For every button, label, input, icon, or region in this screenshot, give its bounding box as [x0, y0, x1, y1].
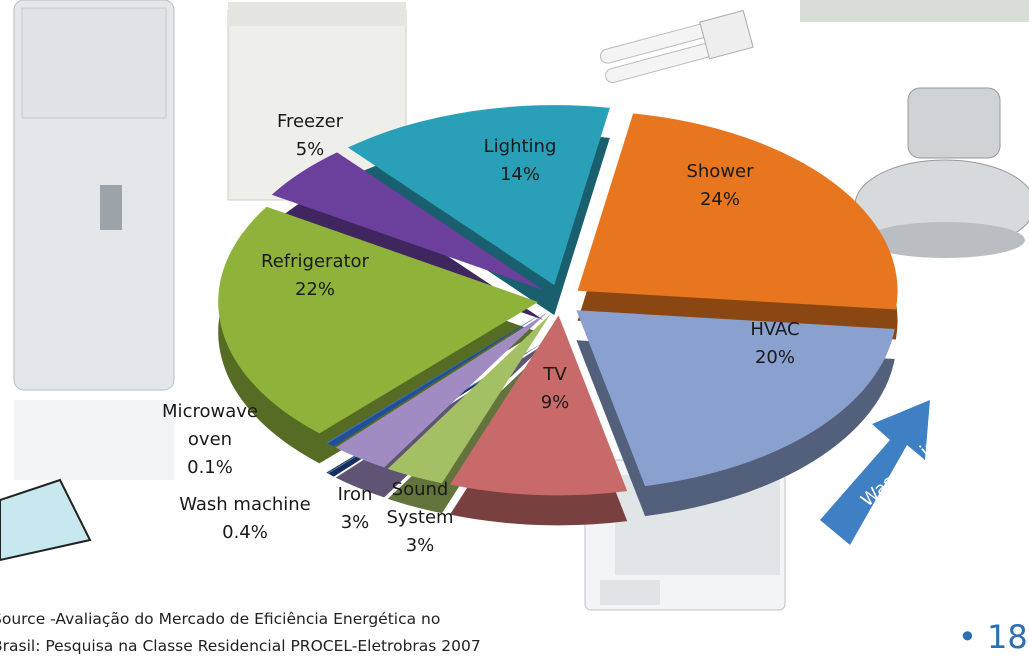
- slice-label: Wash machine 0.4%: [150, 491, 340, 547]
- source-line: Source -Avaliação do Mercado de Eficiênc…: [0, 610, 441, 628]
- value-label: 0.4%: [222, 522, 268, 543]
- value-label: 5%: [295, 139, 325, 160]
- slice-label: Sound System 3%: [375, 476, 465, 560]
- slice-label: Shower 24%: [660, 158, 780, 214]
- slice: [335, 312, 548, 468]
- slice: [449, 315, 628, 496]
- value-label: 3%: [340, 512, 370, 533]
- slice-label: Microwave oven 0.1%: [150, 398, 270, 482]
- value-label: 9%: [540, 392, 570, 413]
- slice-label: Refrigerator 22%: [235, 248, 395, 304]
- slice: [347, 105, 610, 286]
- slice: [387, 313, 551, 484]
- page-number-text: 18: [987, 618, 1028, 656]
- shower-image: [854, 87, 1029, 258]
- value-label: 20%: [754, 347, 795, 368]
- category-label: Wash machine: [179, 494, 311, 515]
- slice-label: Iron 3%: [325, 481, 385, 537]
- callout-shape: [0, 478, 92, 562]
- value-label: 14%: [499, 164, 540, 185]
- fridge-image: [13, 0, 175, 480]
- slice: [576, 310, 895, 487]
- bulb-image: [599, 9, 754, 83]
- slice-label: Lighting 14%: [460, 133, 580, 189]
- annotation-arrow: [820, 400, 930, 545]
- slice: [326, 311, 546, 444]
- category-label: Iron: [337, 484, 373, 505]
- slice: [577, 113, 898, 310]
- page-number: • 18: [958, 618, 1028, 656]
- house-image: [800, 0, 1029, 22]
- slice-label: Freezer 5%: [250, 108, 370, 164]
- category-label: Sound System: [386, 479, 454, 528]
- category-label: Freezer: [276, 111, 344, 132]
- slice-label: TV 9%: [505, 361, 605, 417]
- source-line: Brasil: Pesquisa na Classe Residencial P…: [0, 637, 481, 655]
- category-label: TV: [543, 364, 567, 385]
- value-label: 3%: [405, 535, 435, 556]
- category-label: Lighting: [483, 136, 557, 157]
- slice: [218, 206, 539, 434]
- slice: [271, 152, 544, 290]
- slice: [327, 311, 546, 447]
- value-label: 24%: [699, 189, 740, 210]
- category-label: HVAC: [750, 319, 800, 340]
- source: Source -Avaliação do Mercado de Eficiênc…: [0, 606, 481, 660]
- value-label: 22%: [294, 279, 335, 300]
- category-label: Shower: [686, 161, 754, 182]
- slice-label: HVAC 20%: [715, 316, 835, 372]
- category-label: Microwave oven: [162, 401, 258, 450]
- category-label: Refrigerator: [261, 251, 369, 272]
- value-label: 0.1%: [187, 457, 233, 478]
